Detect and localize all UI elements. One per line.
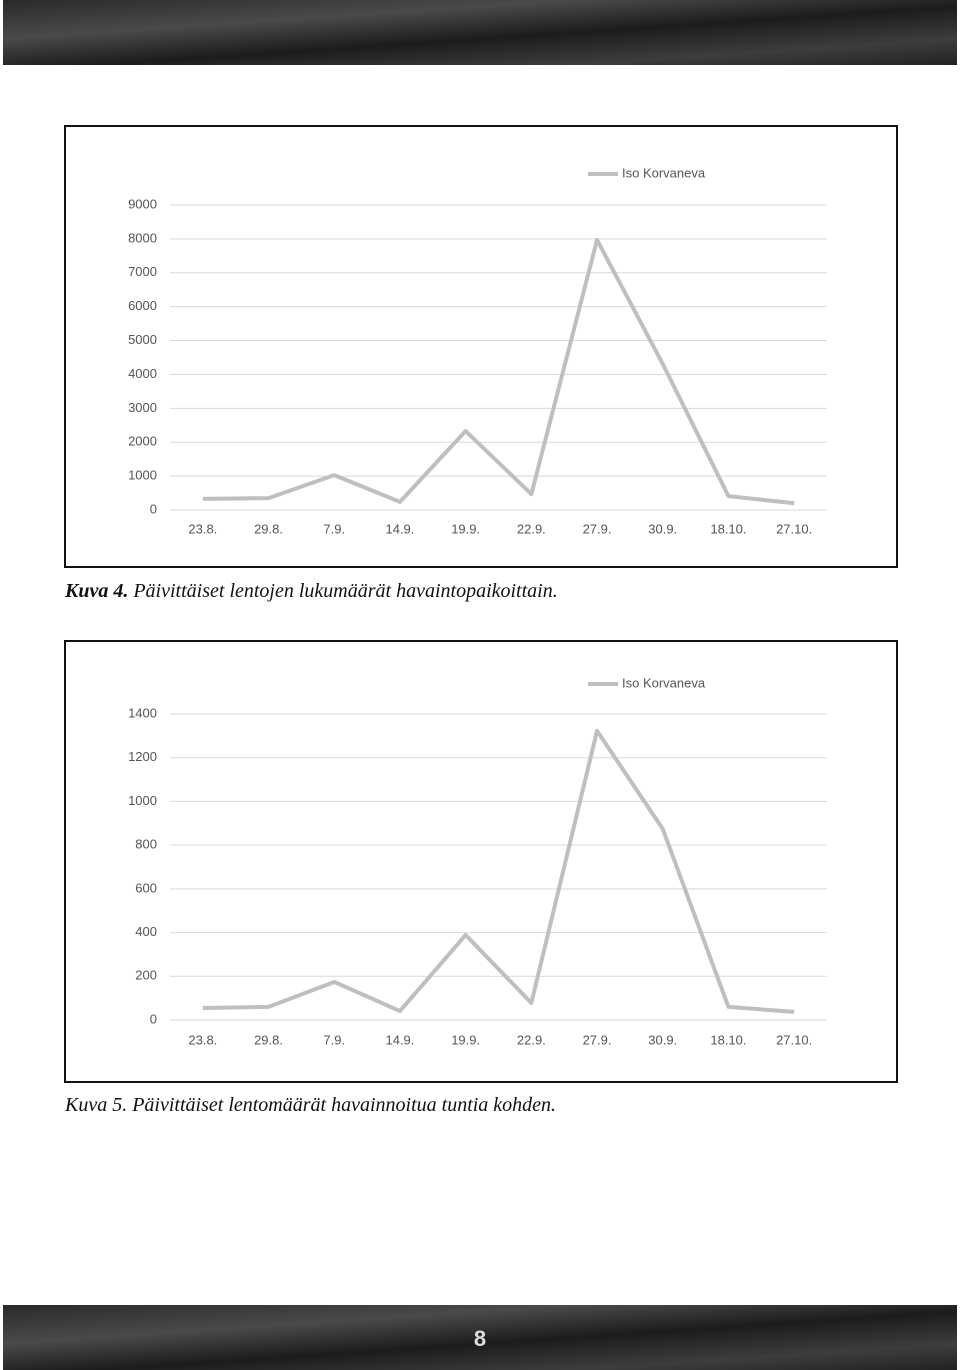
y-tick-label: 800: [135, 837, 157, 852]
legend-label: Iso Korvaneva: [622, 675, 706, 690]
x-tick-label: 22.9.: [517, 1032, 546, 1047]
y-tick-label: 400: [135, 924, 157, 939]
header-band: [3, 0, 957, 65]
x-tick-label: 18.10.: [710, 521, 746, 536]
y-tick-label: 1200: [128, 749, 157, 764]
x-tick-label: 27.10.: [776, 1032, 812, 1047]
footer-band: [3, 1305, 957, 1370]
x-tick-label: 14.9.: [385, 1032, 414, 1047]
y-tick-label: 8000: [128, 230, 157, 245]
caption-text: Päivittäiset lentojen lukumäärät havaint…: [132, 580, 557, 602]
x-tick-label: 29.8.: [254, 1032, 283, 1047]
y-tick-label: 200: [135, 968, 157, 983]
x-tick-label: 14.9.: [385, 521, 414, 536]
y-tick-label: 5000: [128, 332, 157, 347]
data-line: [202, 728, 795, 1014]
caption-label: Kuva 5.: [64, 1094, 127, 1116]
x-tick-label: 30.9.: [648, 521, 677, 536]
y-tick-label: 7000: [128, 264, 157, 279]
caption: Kuva 4. Päivittäiset lentojen lukumäärät…: [64, 580, 558, 602]
y-tick-label: 0: [150, 1011, 157, 1026]
x-tick-label: 27.10.: [776, 521, 812, 536]
data-line: [202, 237, 795, 506]
chart-frame: [64, 640, 898, 1083]
x-tick-label: 27.9.: [583, 521, 612, 536]
y-tick-label: 2000: [128, 434, 157, 449]
x-tick-label: 19.9.: [451, 521, 480, 536]
y-tick-label: 0: [150, 501, 157, 516]
caption: Kuva 5. Päivittäiset lentomäärät havainn…: [64, 1094, 556, 1116]
x-tick-label: 18.10.: [710, 1032, 746, 1047]
x-tick-label: 19.9.: [451, 1032, 480, 1047]
x-tick-label: 7.9.: [323, 1032, 345, 1047]
y-tick-label: 600: [135, 880, 157, 895]
y-tick-label: 9000: [128, 196, 157, 211]
x-tick-label: 23.8.: [188, 1032, 217, 1047]
page-number: 8: [474, 1326, 486, 1351]
chart-frame: [64, 125, 898, 568]
x-tick-label: 30.9.: [648, 1032, 677, 1047]
x-tick-label: 29.8.: [254, 521, 283, 536]
y-tick-label: 4000: [128, 366, 157, 381]
x-tick-label: 7.9.: [323, 521, 345, 536]
x-tick-label: 27.9.: [583, 1032, 612, 1047]
y-tick-label: 1400: [128, 705, 157, 720]
caption-text: Päivittäiset lentomäärät havainnoitua tu…: [131, 1094, 556, 1116]
x-tick-label: 22.9.: [517, 521, 546, 536]
y-tick-label: 6000: [128, 298, 157, 313]
y-tick-label: 1000: [128, 468, 157, 483]
y-tick-label: 1000: [128, 793, 157, 808]
y-tick-label: 3000: [128, 400, 157, 415]
legend-label: Iso Korvaneva: [622, 165, 706, 180]
x-tick-label: 23.8.: [188, 521, 217, 536]
caption-label: Kuva 4.: [64, 580, 128, 602]
